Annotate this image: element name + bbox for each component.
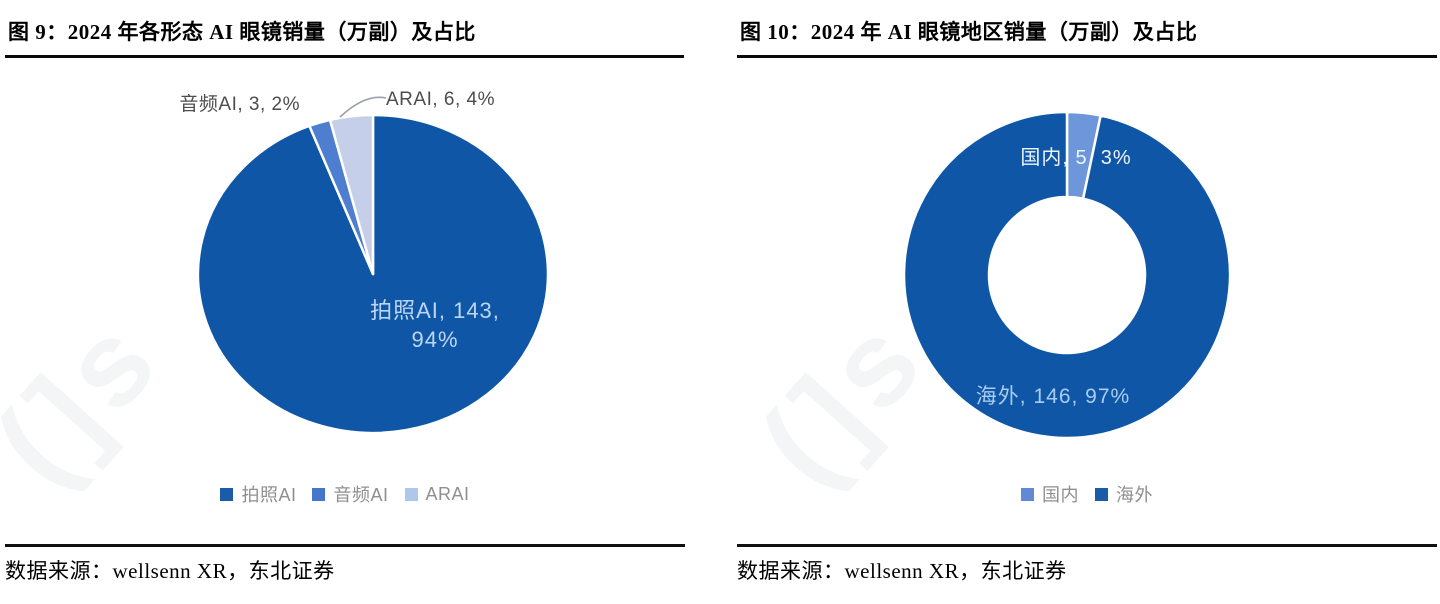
legend-label-photo-ai: 拍照AI <box>241 485 297 505</box>
pie-chart-ai-glasses-by-type <box>196 113 550 435</box>
legend-label-overseas: 海外 <box>1116 485 1153 505</box>
legend-swatch-ar-ai <box>404 487 418 501</box>
figure10-legend: 国内 海外 <box>737 481 1437 507</box>
legend-swatch-overseas <box>1095 487 1108 501</box>
pie-label-photo-ai: 拍照AI, 143, 94% <box>337 296 533 354</box>
pie-label-photo-ai-line1: 拍照AI, 143, <box>370 298 500 323</box>
legend-swatch-photo-ai <box>220 487 234 501</box>
legend-swatch-domestic <box>1021 487 1034 501</box>
figure9-source: 数据来源：wellsenn XR，东北证券 <box>5 544 685 585</box>
pie-label-photo-ai-line2: 94% <box>411 327 459 353</box>
leader-line-ar-ai <box>339 96 387 118</box>
legend-label-audio-ai: 音频AI <box>333 485 389 505</box>
legend-item-photo-ai: 拍照AI <box>220 481 296 507</box>
donut-chart-ai-glasses-by-region <box>904 112 1230 438</box>
legend-item-overseas: 海外 <box>1095 481 1153 507</box>
legend-label-ar-ai: ARAI <box>425 483 470 504</box>
figure10-title: 图 10：2024 年 AI 眼镜地区销量（万副）及占比 <box>737 14 1437 58</box>
figure10-source: 数据来源：wellsenn XR，东北证券 <box>737 544 1437 585</box>
legend-item-ar-ai: ARAI <box>404 483 470 505</box>
donut-label-overseas: 海外, 146, 97% <box>975 385 1131 408</box>
pie-label-ar-ai: ARAI, 6, 4% <box>386 89 495 110</box>
watermark: (]s <box>0 288 188 510</box>
legend-label-domestic: 国内 <box>1042 485 1079 505</box>
legend-item-audio-ai: 音频AI <box>312 481 388 507</box>
legend-item-domestic: 国内 <box>1021 481 1079 507</box>
donut-label-domestic: 国内, 5, 3% <box>1020 147 1132 169</box>
pie-label-audio-ai: 音频AI, 3, 2% <box>179 94 300 115</box>
legend-swatch-audio-ai <box>312 487 326 501</box>
figure9-title: 图 9：2024 年各形态 AI 眼镜销量（万副）及占比 <box>5 14 684 58</box>
figure9-legend: 拍照AI 音频AI ARAI <box>5 481 685 507</box>
